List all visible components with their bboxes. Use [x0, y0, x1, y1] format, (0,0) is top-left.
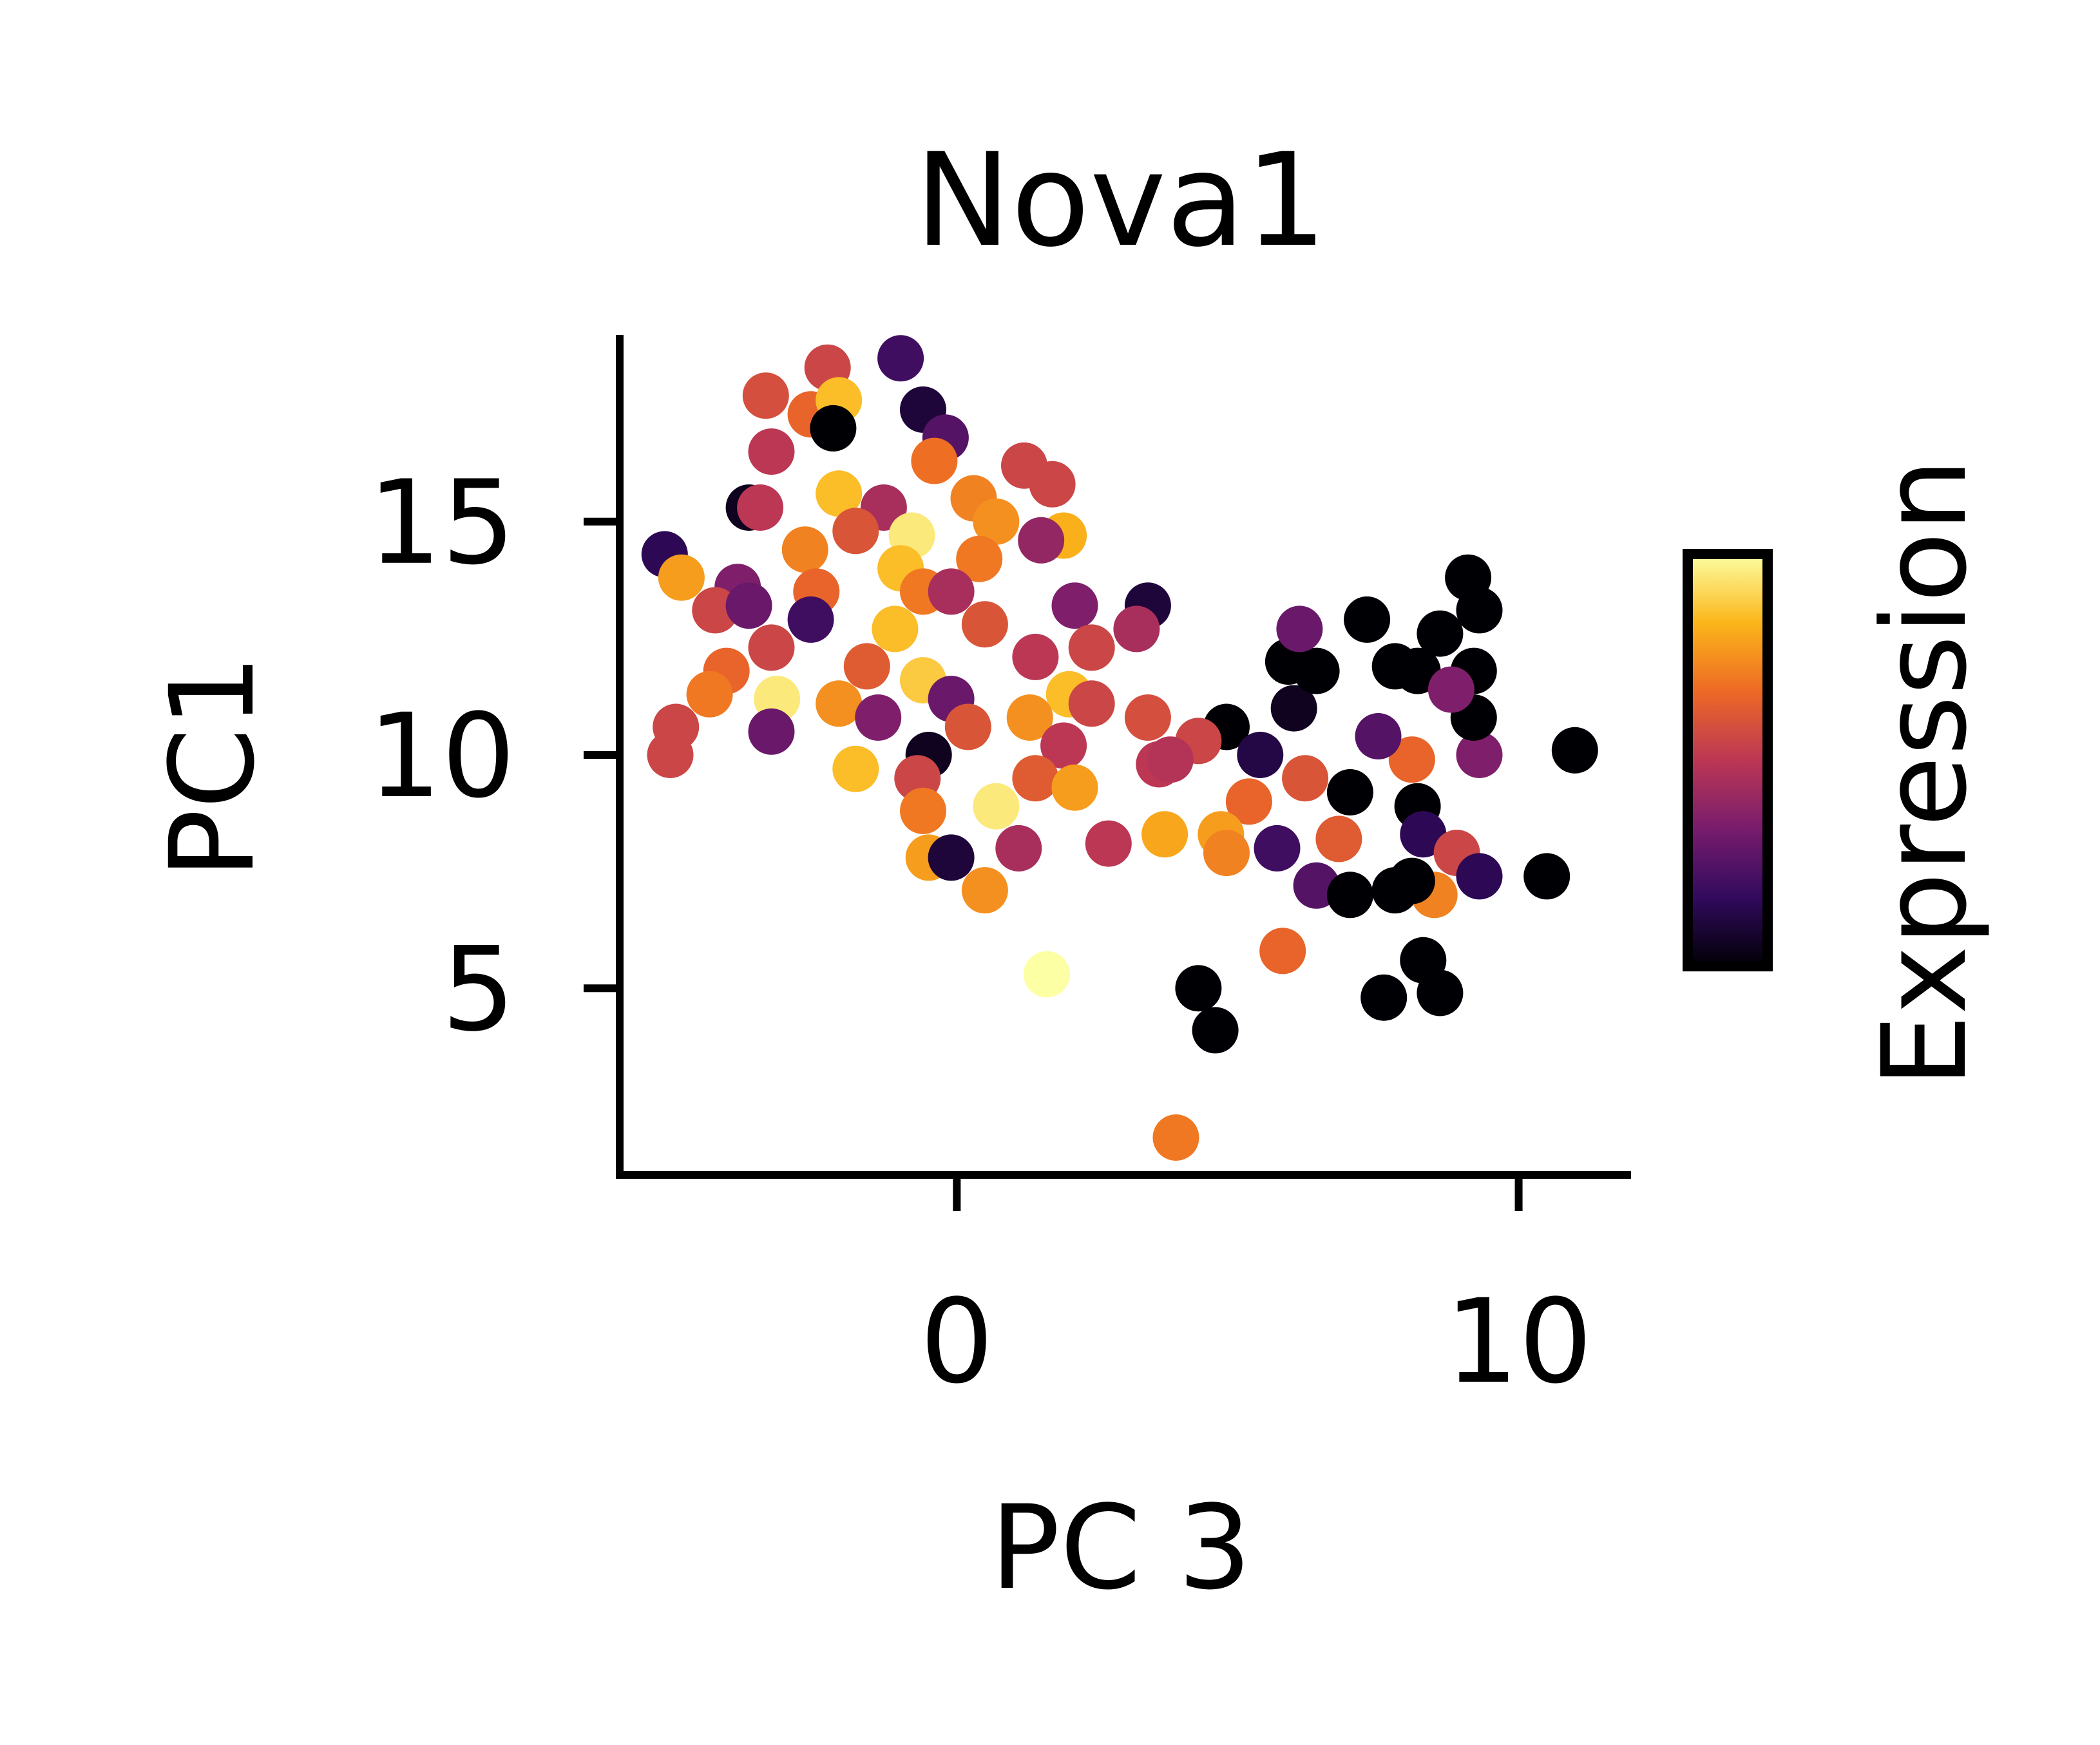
y-tick-label: 15 [368, 456, 515, 591]
scatter-point [928, 568, 975, 615]
y-tick-label: 5 [441, 922, 515, 1057]
scatter-point [1276, 606, 1323, 653]
scatter-point [816, 470, 863, 517]
scatter-point [1456, 587, 1503, 634]
scatter-point [725, 582, 772, 629]
scatter-point [1254, 825, 1301, 872]
scatter-point [973, 498, 1020, 545]
scatter-point [1259, 928, 1306, 975]
scatter-point [1068, 624, 1115, 671]
scatter-point [1147, 736, 1194, 783]
y-axis-label: PC1 [146, 654, 280, 879]
scatter-point [1270, 685, 1317, 732]
scatter-point [1282, 755, 1329, 802]
scatter-point [1225, 778, 1272, 825]
scatter-point [1175, 965, 1222, 1012]
x-axis-label: PC 3 [990, 1481, 1252, 1616]
colorbar-label: Expression [1858, 458, 1992, 1087]
scatter-point [1355, 713, 1402, 759]
scatter-point [737, 484, 784, 531]
scatter-point [900, 787, 946, 834]
scatter-point [1029, 461, 1076, 508]
scatter-point [1018, 517, 1065, 564]
scatter-point [1141, 811, 1188, 858]
scatter-point [1344, 596, 1391, 643]
scatter-point [658, 554, 705, 601]
scatter-point [1012, 633, 1059, 680]
x-tick-label: 10 [1445, 1275, 1592, 1409]
x-tick-label: 0 [920, 1275, 994, 1409]
scatter-point [810, 405, 857, 452]
scatter-point [1523, 853, 1570, 900]
scatter-point [1551, 727, 1598, 774]
scatter-point [1326, 769, 1373, 815]
scatter-point [877, 335, 924, 382]
scatter-point [928, 834, 975, 881]
scatter-point [1456, 853, 1503, 900]
scatter-point [742, 372, 789, 419]
scatter-point [1124, 694, 1171, 741]
scatter-point [1152, 1114, 1199, 1161]
scatter-point [647, 732, 694, 778]
scatter-point [1023, 951, 1070, 998]
scatter-point [1068, 680, 1115, 727]
scatter-point [1417, 610, 1464, 657]
scatter-point [1388, 857, 1435, 904]
scatter-point [1192, 1007, 1239, 1054]
colorbar [1683, 549, 1773, 971]
scatter-point [748, 428, 795, 475]
scatter-point [1417, 969, 1464, 1016]
scatter-point [961, 601, 1008, 648]
scatter-point [816, 680, 863, 727]
scatter-point [1040, 722, 1087, 769]
scatter-point [961, 867, 1008, 914]
scatter-point [843, 643, 890, 690]
scatter-point [748, 624, 795, 671]
scatter-point [944, 703, 991, 750]
scatter-point [1315, 815, 1362, 863]
scatter-point [1051, 764, 1098, 811]
scatter-point [1360, 974, 1408, 1021]
scatter-point [1051, 582, 1098, 629]
scatter-point [781, 526, 828, 573]
scatter-point [911, 437, 958, 484]
scatter-point [973, 783, 1020, 830]
scatter-point [1427, 666, 1475, 713]
scatter-point [995, 825, 1042, 872]
scatter-point [1085, 820, 1132, 867]
scatter-point [1203, 830, 1250, 877]
scatter-point [872, 606, 919, 653]
points-layer [641, 335, 1598, 1161]
scatter-point [956, 535, 1003, 582]
scatter-point [1388, 736, 1435, 783]
scatter-point [1394, 647, 1441, 694]
y-tick-label: 10 [368, 689, 515, 824]
scatter-point [832, 745, 879, 792]
scatter-point [787, 596, 834, 643]
y-ticks: 5 10 15 [368, 456, 616, 1057]
scatter-point [1326, 872, 1373, 919]
scatter-point [1113, 606, 1160, 653]
scatter-point [1237, 732, 1284, 778]
scatter-point [686, 671, 733, 718]
x-ticks: 0 10 [920, 1179, 1592, 1409]
scatter-point [1456, 732, 1503, 778]
scatter-point [1006, 694, 1053, 741]
scatter-point [855, 694, 902, 741]
scatter-point [832, 508, 879, 555]
scatter-point [1012, 755, 1059, 802]
scatter-point [748, 708, 795, 755]
chart-title: Nova1 [915, 126, 1327, 276]
